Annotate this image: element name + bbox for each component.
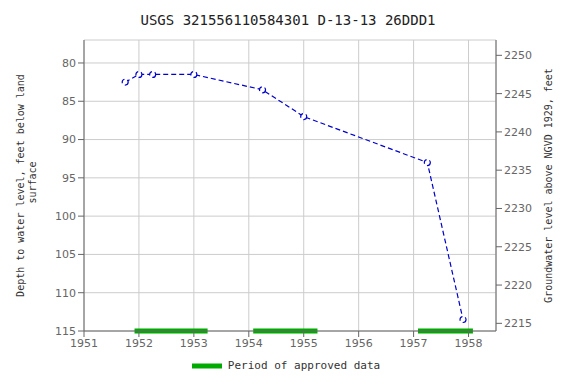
svg-text:2230: 2230 (504, 202, 532, 215)
svg-text:1956: 1956 (345, 337, 373, 350)
svg-text:1953: 1953 (180, 337, 208, 350)
svg-text:105: 105 (55, 248, 76, 261)
svg-text:2215: 2215 (504, 317, 532, 330)
html-text:Period of approved data: Period of approved data (227, 359, 381, 372)
svg-text:2245: 2245 (504, 88, 532, 101)
svg-text:1952: 1952 (125, 337, 153, 350)
svg-text:1957: 1957 (400, 337, 428, 350)
svg-text:115: 115 (55, 325, 76, 338)
svg-text:Groundwater level above NGVD 1: Groundwater level above NGVD 1929, feet (543, 68, 554, 303)
svg-text:90: 90 (62, 133, 76, 146)
svg-text:1954: 1954 (235, 337, 263, 350)
svg-text:2220: 2220 (504, 279, 532, 292)
svg-text:2240: 2240 (504, 126, 532, 139)
html-text:USGS 321556110584301 D-13-13 2: USGS 321556110584301 D-13-13 26DDD1 (140, 12, 436, 28)
svg-text:1955: 1955 (290, 337, 318, 350)
svg-text:95: 95 (62, 172, 76, 185)
svg-text:100: 100 (55, 210, 76, 223)
svg-text:110: 110 (55, 287, 76, 300)
svg-text:Depth to water level, feet bel: Depth to water level, feet below land su… (15, 74, 38, 297)
svg-text:1958: 1958 (455, 337, 483, 350)
svg-text:80: 80 (62, 57, 76, 70)
svg-text:1951: 1951 (70, 337, 98, 350)
svg-text:85: 85 (62, 95, 76, 108)
svg-text:2250: 2250 (504, 49, 532, 62)
svg-text:2225: 2225 (504, 241, 532, 254)
svg-text:2235: 2235 (504, 164, 532, 177)
